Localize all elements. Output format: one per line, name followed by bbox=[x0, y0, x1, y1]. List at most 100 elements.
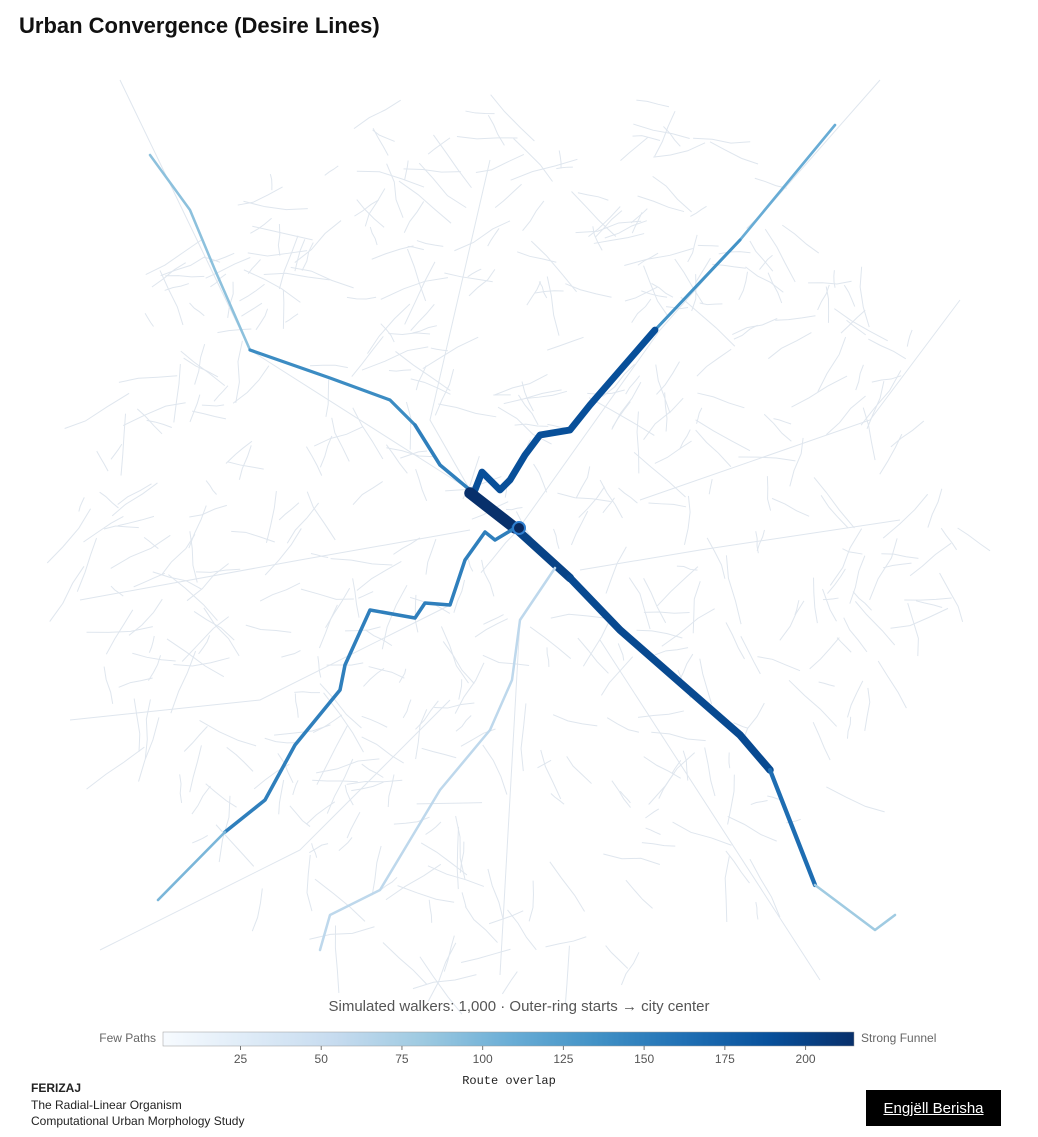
street bbox=[630, 208, 648, 224]
street bbox=[775, 315, 816, 321]
street bbox=[186, 563, 229, 602]
street bbox=[294, 691, 320, 694]
street bbox=[363, 667, 385, 687]
street bbox=[818, 681, 835, 687]
street bbox=[372, 128, 389, 156]
street bbox=[110, 443, 123, 460]
street bbox=[588, 206, 621, 237]
street bbox=[633, 123, 690, 139]
street bbox=[404, 261, 436, 325]
street bbox=[483, 614, 504, 625]
street bbox=[456, 826, 459, 890]
street bbox=[817, 336, 847, 393]
street bbox=[118, 677, 153, 688]
street bbox=[161, 534, 196, 576]
street bbox=[255, 308, 269, 331]
street bbox=[319, 683, 362, 729]
street bbox=[604, 220, 647, 239]
street bbox=[909, 542, 952, 577]
street bbox=[46, 508, 91, 564]
street bbox=[414, 594, 419, 633]
street bbox=[697, 392, 745, 409]
street bbox=[605, 945, 629, 969]
street bbox=[412, 325, 437, 334]
street bbox=[250, 217, 272, 234]
street bbox=[194, 343, 206, 385]
street bbox=[428, 899, 433, 923]
street bbox=[189, 394, 201, 423]
street bbox=[575, 220, 642, 234]
street bbox=[709, 141, 759, 165]
street bbox=[461, 892, 467, 908]
street bbox=[118, 375, 178, 383]
street bbox=[218, 795, 231, 863]
street bbox=[400, 450, 428, 459]
street bbox=[418, 162, 467, 209]
route bbox=[767, 767, 818, 888]
street bbox=[570, 510, 589, 546]
main-road bbox=[499, 619, 521, 976]
street bbox=[459, 841, 465, 874]
street bbox=[419, 956, 463, 1015]
footer-place: FERIZAJ bbox=[31, 1081, 81, 1095]
author-button[interactable]: Engjëll Berisha bbox=[866, 1090, 1001, 1126]
street bbox=[957, 527, 991, 552]
street bbox=[180, 350, 226, 386]
street bbox=[859, 266, 870, 328]
street bbox=[773, 418, 792, 425]
street bbox=[443, 935, 455, 972]
street bbox=[404, 160, 409, 181]
street bbox=[809, 637, 840, 670]
street bbox=[829, 528, 863, 586]
street bbox=[618, 487, 638, 504]
street bbox=[771, 497, 810, 517]
route bbox=[464, 487, 521, 534]
street bbox=[833, 270, 836, 288]
street bbox=[382, 942, 427, 985]
street bbox=[173, 657, 230, 667]
street bbox=[361, 736, 404, 764]
street bbox=[425, 821, 442, 835]
main-road bbox=[79, 529, 471, 601]
street bbox=[822, 588, 837, 622]
street bbox=[356, 170, 425, 188]
route bbox=[248, 348, 417, 427]
street bbox=[398, 668, 407, 683]
street bbox=[264, 528, 302, 576]
route bbox=[813, 883, 897, 932]
street bbox=[763, 413, 792, 442]
route bbox=[318, 566, 557, 952]
street bbox=[132, 652, 176, 662]
street bbox=[643, 397, 684, 440]
street bbox=[481, 559, 495, 597]
streets bbox=[46, 79, 991, 1015]
street bbox=[237, 186, 283, 206]
street bbox=[788, 679, 837, 727]
street bbox=[110, 534, 171, 569]
street bbox=[259, 582, 301, 602]
street bbox=[727, 815, 777, 842]
street bbox=[759, 254, 773, 270]
street bbox=[173, 364, 181, 423]
street bbox=[637, 710, 684, 718]
street bbox=[365, 629, 393, 647]
street bbox=[813, 577, 818, 624]
street bbox=[325, 379, 330, 417]
street bbox=[825, 286, 830, 323]
street bbox=[733, 722, 749, 729]
street bbox=[724, 856, 730, 923]
main-road bbox=[579, 519, 901, 571]
street bbox=[749, 240, 774, 272]
street bbox=[648, 752, 696, 805]
street bbox=[313, 426, 363, 447]
street bbox=[388, 332, 431, 336]
tick-label: 50 bbox=[315, 1052, 329, 1066]
street bbox=[704, 747, 716, 797]
route bbox=[653, 238, 742, 332]
street bbox=[189, 745, 202, 793]
street bbox=[690, 205, 707, 217]
street bbox=[725, 622, 745, 660]
street bbox=[427, 865, 485, 887]
street bbox=[371, 845, 382, 896]
street bbox=[415, 365, 427, 391]
